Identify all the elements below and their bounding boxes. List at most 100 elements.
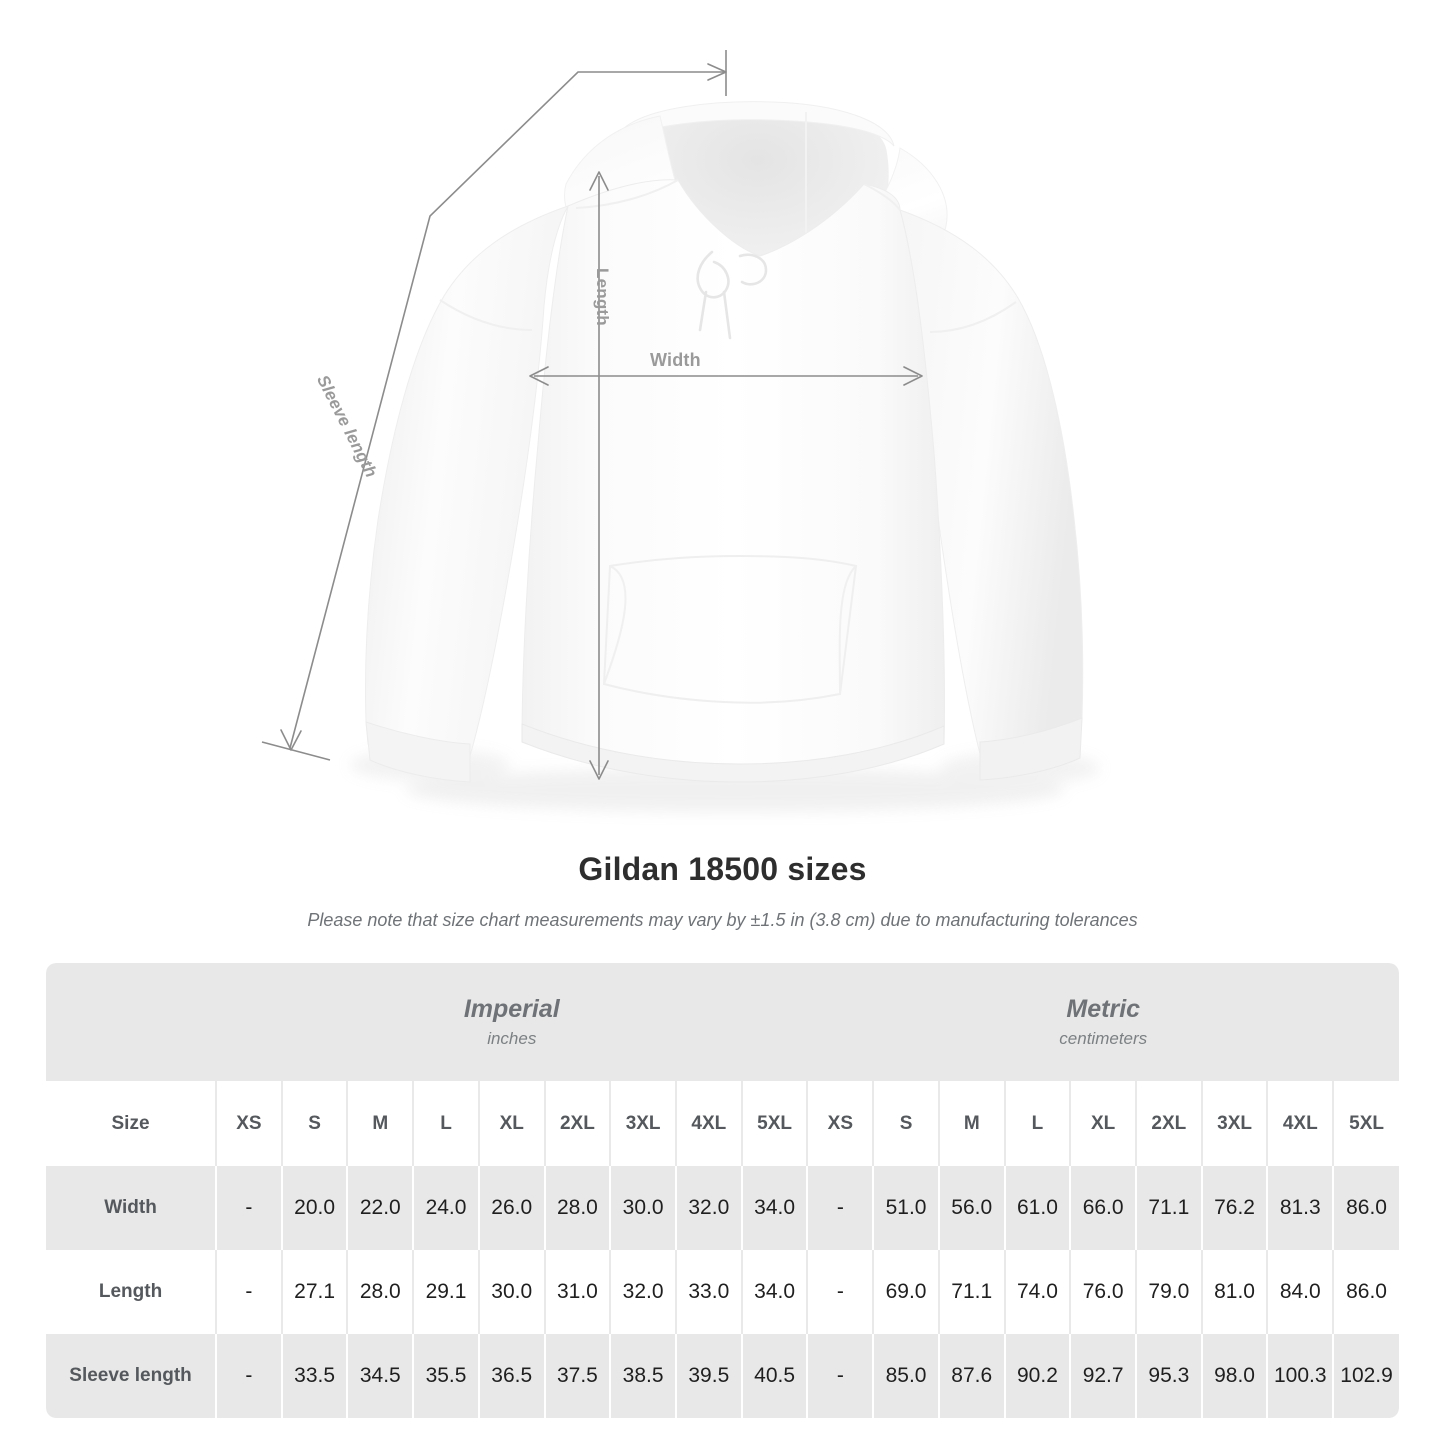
size-header-metric-4xl: 4XL [1266, 1081, 1334, 1166]
size-header-imperial-xs: XS [215, 1081, 282, 1166]
size-header-imperial-5xl: 5XL [740, 1081, 808, 1166]
cell-length-metric-s: 69.0 [872, 1250, 939, 1334]
size-chart-table: Imperial inches Metric centimeters Size … [46, 963, 1399, 1418]
cell-sleeve-metric-m: 87.6 [937, 1334, 1005, 1418]
cell-sleeve-metric-l: 90.2 [1003, 1334, 1071, 1418]
sleeve-length-dimension [261, 50, 727, 761]
cell-width-metric-2xl: 71.1 [1135, 1166, 1202, 1250]
title-block: Gildan 18500 sizes Please note that size… [0, 835, 1445, 931]
width-dimension-label: Width [650, 350, 701, 370]
cell-length-metric-xs: - [806, 1250, 874, 1334]
table-row: Length - 27.1 28.0 29.1 30.0 31.0 32.0 3… [46, 1250, 1399, 1334]
cell-sleeve-imperial-4xl: 39.5 [674, 1334, 742, 1418]
unit-group-metric-sub: centimeters [1059, 1029, 1148, 1049]
table-row: Width - 20.0 22.0 24.0 26.0 28.0 30.0 32… [46, 1166, 1399, 1250]
unit-group-imperial-sub: inches [487, 1029, 537, 1049]
cell-width-metric-3xl: 76.2 [1200, 1166, 1268, 1250]
cell-width-imperial-xs: - [215, 1166, 282, 1250]
page-title: Gildan 18500 sizes [578, 851, 867, 887]
cell-length-imperial-xl: 30.0 [477, 1250, 545, 1334]
cell-length-imperial-m: 28.0 [346, 1250, 414, 1334]
left-sleeve [365, 205, 570, 783]
size-header-metric-xs: XS [806, 1081, 874, 1166]
cell-sleeve-imperial-5xl: 40.5 [740, 1334, 808, 1418]
cell-width-metric-xs: - [806, 1166, 874, 1250]
unit-group-metric-name: Metric [1066, 994, 1141, 1023]
cell-length-imperial-2xl: 31.0 [543, 1250, 611, 1334]
cell-sleeve-imperial-2xl: 37.5 [543, 1334, 611, 1418]
cell-length-metric-3xl: 81.0 [1200, 1250, 1268, 1334]
cell-length-metric-l: 74.0 [1003, 1250, 1071, 1334]
size-header-metric-3xl: 3XL [1200, 1081, 1268, 1166]
cell-sleeve-imperial-m: 34.5 [346, 1334, 414, 1418]
cell-width-metric-m: 56.0 [937, 1166, 1005, 1250]
size-header-imperial-xl: XL [477, 1081, 545, 1166]
row-label-width: Width [46, 1166, 217, 1250]
cell-length-metric-2xl: 79.0 [1135, 1250, 1202, 1334]
cell-width-imperial-l: 24.0 [412, 1166, 479, 1250]
cell-sleeve-imperial-l: 35.5 [412, 1334, 479, 1418]
cell-width-metric-5xl: 86.0 [1332, 1166, 1399, 1250]
cell-sleeve-imperial-xl: 36.5 [477, 1334, 545, 1418]
garment-measurement-diagram: Width Length Sleeve length [261, 50, 1100, 812]
unit-header-spacer [46, 963, 217, 1081]
cell-width-metric-s: 51.0 [872, 1166, 939, 1250]
cell-length-imperial-5xl: 34.0 [740, 1250, 808, 1334]
width-dimension [529, 366, 923, 386]
size-header-imperial-s: S [280, 1081, 348, 1166]
cell-width-metric-l: 61.0 [1003, 1166, 1071, 1250]
cell-width-imperial-s: 20.0 [280, 1166, 348, 1250]
length-dimension [589, 171, 609, 780]
cell-sleeve-imperial-s: 33.5 [280, 1334, 348, 1418]
cell-length-imperial-l: 29.1 [412, 1250, 479, 1334]
unit-group-imperial-name: Imperial [463, 994, 560, 1023]
cell-sleeve-metric-xs: - [806, 1334, 874, 1418]
size-table-wrapper: Imperial inches Metric centimeters Size … [46, 963, 1399, 1418]
cell-sleeve-imperial-3xl: 38.5 [609, 1334, 676, 1418]
cell-length-imperial-s: 27.1 [280, 1250, 348, 1334]
cell-sleeve-metric-xl: 92.7 [1069, 1334, 1136, 1418]
cell-width-imperial-m: 22.0 [346, 1166, 414, 1250]
cell-length-imperial-4xl: 33.0 [674, 1250, 742, 1334]
cell-length-metric-4xl: 84.0 [1266, 1250, 1334, 1334]
size-header-imperial-m: M [346, 1081, 414, 1166]
cell-sleeve-metric-4xl: 100.3 [1266, 1334, 1334, 1418]
cell-sleeve-metric-5xl: 102.9 [1332, 1334, 1399, 1418]
cell-width-imperial-xl: 26.0 [477, 1166, 545, 1250]
size-header-metric-xl: XL [1069, 1081, 1136, 1166]
cell-sleeve-metric-3xl: 98.0 [1200, 1334, 1268, 1418]
size-header-metric-m: M [937, 1081, 1005, 1166]
measurement-lines [261, 50, 923, 780]
tolerance-note: Please note that size chart measurements… [307, 910, 1138, 930]
cell-width-metric-4xl: 81.3 [1266, 1166, 1334, 1250]
cell-width-imperial-2xl: 28.0 [543, 1166, 611, 1250]
length-dimension-label: Length [593, 268, 612, 326]
size-header-metric-2xl: 2XL [1135, 1081, 1202, 1166]
row-label-sleeve-length: Sleeve length [46, 1334, 217, 1418]
hoodie-body [521, 179, 946, 783]
unit-group-metric: Metric centimeters [807, 963, 1399, 1081]
drawstring [696, 250, 768, 340]
cell-sleeve-metric-s: 85.0 [872, 1334, 939, 1418]
size-header-imperial-3xl: 3XL [609, 1081, 676, 1166]
cell-length-imperial-3xl: 32.0 [609, 1250, 676, 1334]
size-header-imperial-2xl: 2XL [543, 1081, 611, 1166]
table-row: Sleeve length - 33.5 34.5 35.5 36.5 37.5… [46, 1334, 1399, 1418]
hoodie-illustration [261, 50, 1100, 812]
size-header-imperial-4xl: 4XL [674, 1081, 742, 1166]
cell-length-metric-5xl: 86.0 [1332, 1250, 1399, 1334]
size-header-imperial-l: L [412, 1081, 479, 1166]
size-header-row: Size XS S M L XL 2XL 3XL 4XL 5XL XS S M … [46, 1081, 1399, 1166]
size-header-metric-s: S [872, 1081, 939, 1166]
size-header-metric-5xl: 5XL [1332, 1081, 1399, 1166]
unit-header-row: Imperial inches Metric centimeters [46, 963, 1399, 1081]
size-header-label: Size [46, 1081, 217, 1166]
cell-width-imperial-5xl: 34.0 [740, 1166, 808, 1250]
row-label-length: Length [46, 1250, 217, 1334]
cell-sleeve-imperial-xs: - [215, 1334, 282, 1418]
unit-group-imperial: Imperial inches [216, 963, 808, 1081]
cell-width-imperial-4xl: 32.0 [674, 1166, 742, 1250]
size-header-metric-l: L [1003, 1081, 1071, 1166]
cell-width-metric-xl: 66.0 [1069, 1166, 1136, 1250]
cell-length-metric-xl: 76.0 [1069, 1250, 1136, 1334]
